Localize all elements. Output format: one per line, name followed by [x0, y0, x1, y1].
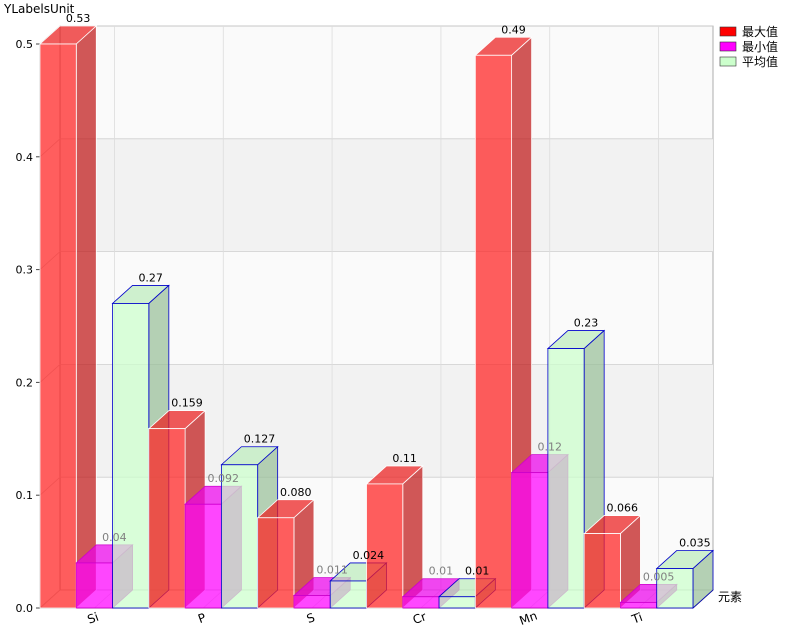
bar [38, 25, 98, 609]
x-tick-label: Mn [518, 609, 540, 628]
bar-front [148, 428, 186, 609]
bar-front [656, 568, 694, 609]
bar-front [329, 580, 367, 609]
bar-front [438, 596, 476, 609]
y-tick-label: 0.5 [16, 38, 34, 51]
legend-item: 最大值 [719, 24, 778, 39]
bar-front [402, 596, 440, 609]
data-labels: 0.53 0.04 0.27 0.159 0.092 0.127 0.080 0.011 0.0… [66, 12, 711, 583]
data-label: 0.27 [138, 271, 163, 284]
data-label: 0.01 [429, 565, 454, 578]
bar-front [75, 562, 113, 609]
x-tick-label: Cr [411, 609, 428, 627]
data-label: 0.04 [102, 531, 127, 544]
bar-front [583, 533, 621, 609]
bar [583, 514, 642, 609]
bar [365, 465, 424, 609]
data-label: 0.066 [607, 502, 639, 515]
bar-front [112, 303, 150, 609]
tick-labels: 0.0 0.1 0.2 0.3 0.4 0.5 Si P S Cr Mn Ti [16, 38, 645, 628]
wall-band [60, 138, 713, 252]
y-tick-label: 0.1 [16, 489, 34, 502]
bar [256, 498, 315, 609]
x-tick-label: Ti [629, 610, 644, 627]
bar-front [547, 348, 585, 609]
bar-front [620, 601, 658, 609]
legend-label: 最小值 [742, 39, 778, 54]
data-label: 0.12 [538, 441, 563, 454]
y-axis-title: YLabelsUnit [3, 2, 75, 16]
data-label: 0.159 [171, 397, 203, 410]
bar-front [39, 43, 77, 609]
legend-swatch [719, 41, 737, 52]
bar [655, 549, 715, 609]
bar-front [257, 517, 295, 609]
data-label: 0.127 [244, 433, 276, 446]
data-label: 0.53 [66, 12, 91, 25]
y-tick-label: 0.3 [16, 264, 34, 277]
data-label: 0.23 [574, 317, 599, 330]
data-label: 0.49 [501, 23, 526, 36]
legend-label: 平均值 [742, 54, 778, 69]
bar-front [511, 472, 549, 609]
data-label: 0.035 [679, 537, 711, 550]
data-label: 0.005 [643, 570, 675, 583]
data-label: 0.080 [280, 486, 312, 499]
legend-swatch [719, 26, 737, 37]
data-label: 0.11 [392, 452, 417, 465]
data-label: 0.01 [465, 565, 490, 578]
bar-front [220, 464, 259, 609]
x-axis-title: 元素 [718, 590, 742, 604]
x-tick-label: S [305, 610, 317, 626]
data-label: 0.092 [208, 472, 240, 485]
y-tick-label: 0.0 [16, 602, 34, 615]
y-tick-label: 0.4 [16, 151, 34, 164]
bar-side [75, 25, 97, 609]
legend-label: 最大值 [742, 24, 778, 39]
bars [38, 25, 715, 609]
x-tick-label: P [196, 610, 208, 626]
bar-front [474, 54, 513, 609]
legend-item: 最小值 [719, 39, 778, 54]
bar-front [366, 483, 404, 609]
data-label: 0.024 [353, 549, 385, 562]
legend-item: 平均值 [719, 54, 778, 69]
data-label: 0.011 [316, 564, 348, 577]
y-tick-label: 0.2 [16, 376, 34, 389]
bar-front [184, 503, 222, 609]
legend-swatch [719, 56, 737, 67]
x-tick-label: Si [86, 610, 101, 627]
bar-front [293, 595, 331, 609]
